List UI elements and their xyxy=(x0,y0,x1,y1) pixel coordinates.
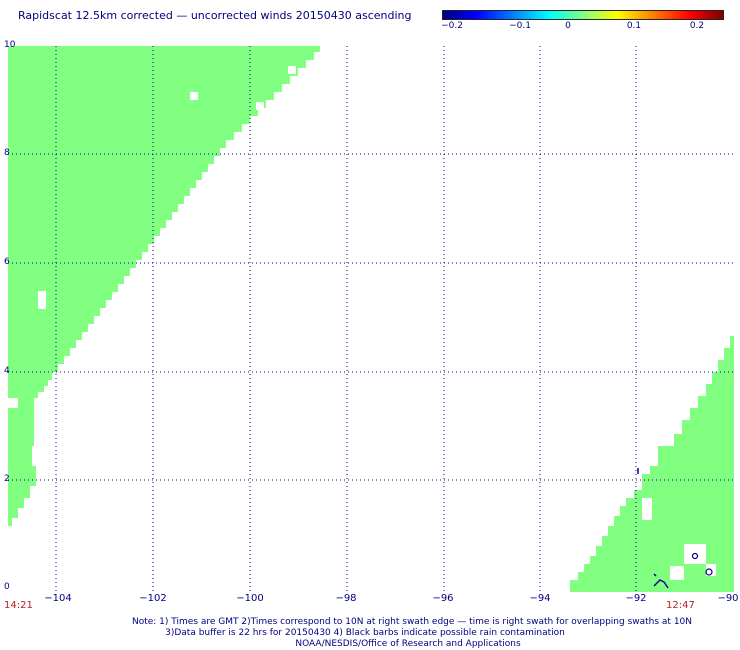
wind-barb-mark xyxy=(653,573,657,577)
lat-gridlines xyxy=(8,153,734,481)
swath-gap xyxy=(288,66,296,74)
left-swath-time: 14:21 xyxy=(4,600,33,611)
lat-label: 2 xyxy=(4,474,10,484)
lat-label: 8 xyxy=(4,148,10,158)
colorbar-tick-label: 0 xyxy=(565,21,571,31)
swath-gap xyxy=(256,102,264,110)
footer-credit: NOAA/NESDIS/Office of Research and Appli… xyxy=(295,639,521,649)
swath-gap xyxy=(38,291,46,309)
right-swath xyxy=(570,336,734,592)
lon-label: −102 xyxy=(139,593,167,604)
figure-title: Rapidscat 12.5km corrected — uncorrected… xyxy=(18,9,412,22)
wind-barb-mark xyxy=(653,579,669,589)
swath-gap xyxy=(8,398,18,408)
lon-label: −94 xyxy=(529,593,551,604)
footer-note-2: 3)Data buffer is 22 hrs for 20150430 4) … xyxy=(165,628,565,638)
lon-label: −100 xyxy=(236,593,264,604)
lon-label: −98 xyxy=(335,593,357,604)
swath-gap xyxy=(670,566,684,580)
lat-label: 6 xyxy=(4,257,10,267)
colorbar-tick-label: −0.1 xyxy=(509,21,531,31)
colorbar-tick-label: 0.2 xyxy=(689,21,705,31)
lon-label: −90 xyxy=(717,593,739,604)
colorbar-tick-label: −0.2 xyxy=(441,21,463,31)
colorbar-tick-label: 0.1 xyxy=(626,21,642,31)
colorbar xyxy=(442,10,724,20)
left-swath xyxy=(8,46,320,526)
wind-barb-mark xyxy=(705,568,713,576)
map-plot xyxy=(8,46,734,592)
lat-label: 4 xyxy=(4,366,10,376)
lon-label: −104 xyxy=(44,593,72,604)
lat-label: 0 xyxy=(4,582,10,592)
lon-label: −92 xyxy=(625,593,647,604)
wind-barb-mark xyxy=(691,552,699,560)
lat-label: 10 xyxy=(4,40,16,50)
lon-gridlines xyxy=(55,46,637,592)
swath-gap xyxy=(190,92,198,100)
right-swath-time: 12:47 xyxy=(666,600,695,611)
footer-note-1: Note: 1) Times are GMT 2)Times correspon… xyxy=(131,617,693,627)
swath-gap xyxy=(642,498,652,520)
lon-label: −96 xyxy=(432,593,454,604)
